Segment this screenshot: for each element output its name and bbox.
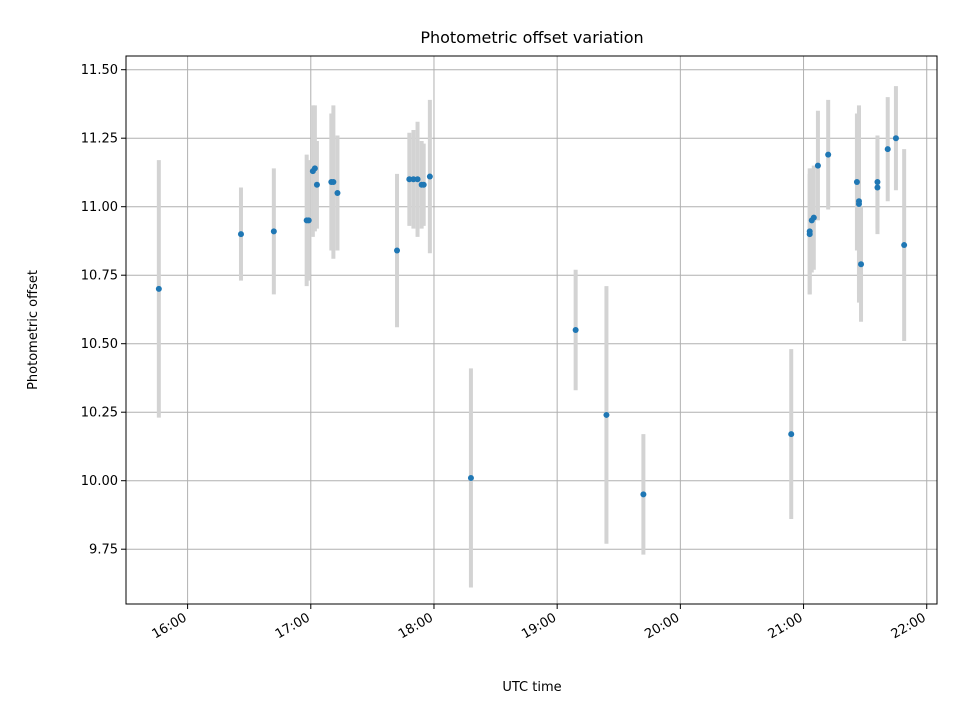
- y-axis-label: Photometric offset: [26, 270, 41, 390]
- data-point: [330, 179, 337, 186]
- data-point: [884, 146, 891, 153]
- y-tick-label: 9.75: [89, 543, 118, 558]
- data-point: [406, 176, 413, 183]
- data-point: [874, 179, 881, 186]
- data-point: [420, 181, 427, 188]
- data-point: [810, 214, 817, 221]
- grid-lines: [126, 56, 937, 604]
- data-point: [334, 190, 341, 196]
- data-point: [901, 242, 908, 249]
- data-point: [806, 231, 813, 238]
- data-point: [874, 184, 881, 191]
- y-tick-label: 11.00: [81, 200, 118, 215]
- y-tick-label: 11.50: [81, 63, 118, 78]
- y-tick-label: 10.75: [81, 269, 118, 284]
- data-point: [313, 181, 320, 188]
- x-axis-label: UTC time: [502, 680, 561, 695]
- data-point: [572, 327, 579, 333]
- chart-title: Photometric offset variation: [420, 28, 643, 47]
- data-point: [410, 176, 417, 183]
- data-point: [155, 285, 162, 292]
- data-point: [788, 431, 795, 438]
- y-tick-label: 11.25: [81, 132, 118, 147]
- data-point: [305, 217, 312, 224]
- y-tick-label: 10.50: [81, 337, 118, 352]
- data-point: [825, 151, 832, 158]
- data-point: [237, 231, 244, 238]
- data-point: [855, 200, 862, 207]
- data-point: [814, 162, 821, 169]
- data-point: [414, 176, 421, 183]
- plot-frame: [125, 55, 938, 605]
- data-points: [155, 135, 908, 498]
- data-point: [467, 474, 474, 481]
- data-point: [603, 411, 610, 418]
- y-tick-label: 10.00: [81, 474, 118, 489]
- data-point: [426, 173, 433, 180]
- data-point: [858, 261, 865, 268]
- data-point: [892, 135, 899, 142]
- data-point: [853, 179, 860, 186]
- data-point: [394, 247, 401, 254]
- data-point: [640, 491, 647, 498]
- data-point: [311, 165, 318, 172]
- data-point: [270, 228, 277, 235]
- y-tick-label: 10.25: [81, 406, 118, 421]
